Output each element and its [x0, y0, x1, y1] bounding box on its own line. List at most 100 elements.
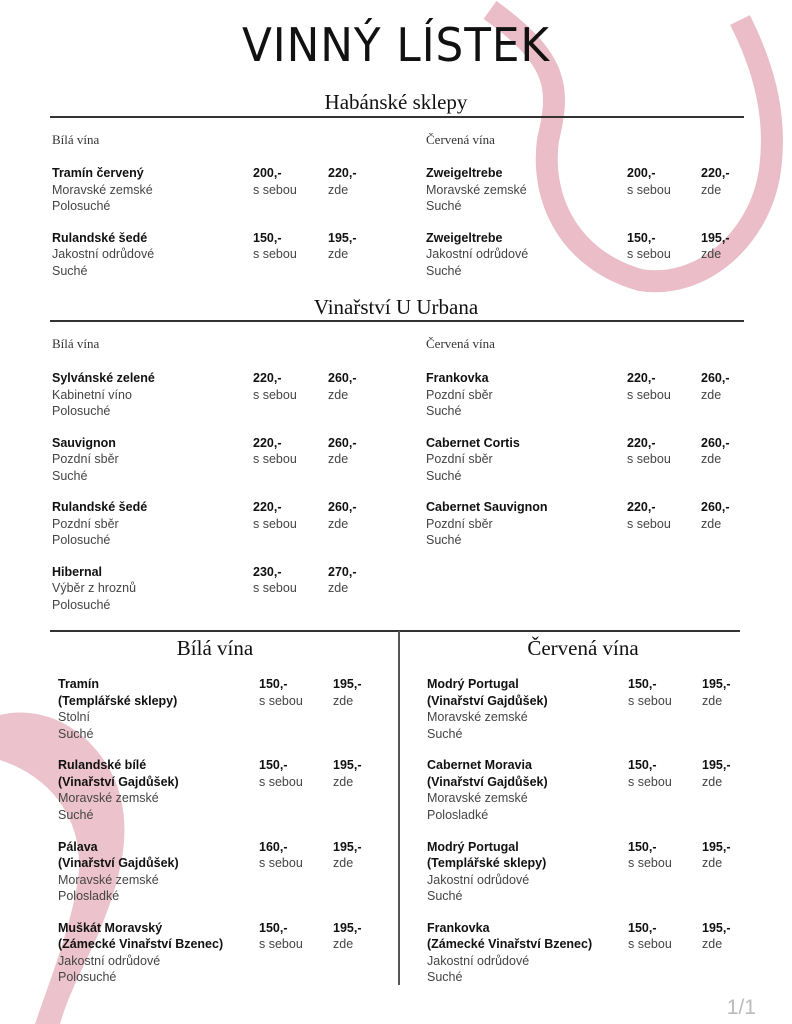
price-takeaway-label: s sebou	[259, 774, 303, 789]
wine-name: Tramín červený	[52, 166, 144, 180]
wine-name: Rulandské bílé	[58, 758, 147, 773]
wine-name: Sauvignon	[52, 435, 116, 450]
price-takeaway-label: s sebou	[253, 452, 297, 466]
price-here-label: zde	[701, 452, 722, 466]
price-takeaway: 220,-	[627, 371, 656, 385]
wine-detail: Polosladké	[58, 889, 120, 904]
price-takeaway-label: s sebou	[627, 452, 671, 466]
price-here: 260,-	[701, 371, 730, 385]
price-here-label: zde	[701, 247, 722, 261]
wine-detail: Jakostní odrůdové	[427, 872, 530, 887]
price-here: 220,-	[701, 166, 730, 180]
wine-detail: Polosuché	[52, 199, 111, 213]
wine-name: Cabernet Cortis	[426, 435, 520, 450]
price-here: 260,-	[328, 371, 357, 385]
wine-winery: (Zámecké Vinařství Bzenec)	[58, 937, 224, 952]
wine-ring-stain	[483, 1, 783, 293]
price-here-label: zde	[328, 387, 349, 402]
wine-detail: Výběr z hroznů	[52, 581, 137, 595]
price-here: 260,-	[701, 500, 730, 514]
price-takeaway-label: s sebou	[627, 182, 671, 197]
wine-detail: Jakostní odrůdové	[52, 247, 155, 261]
price-takeaway-label: s sebou	[627, 516, 671, 531]
wine-winery: (Vinařství Gajdůšek)	[58, 774, 179, 789]
wine-detail: Suché	[58, 807, 94, 822]
wine-detail: Polosuché	[52, 533, 111, 547]
price-takeaway: 150,-	[628, 758, 657, 773]
column-subheading: Bílá vína	[52, 336, 100, 351]
wine-detail: Suché	[426, 263, 462, 278]
wine-detail: Moravské zemské	[427, 791, 528, 806]
wine-detail: Polosladké	[427, 807, 489, 822]
price-takeaway: 150,-	[628, 920, 657, 935]
price-takeaway: 150,-	[259, 677, 288, 691]
wine-name: Frankovka	[426, 371, 489, 385]
wine-detail: Pozdní sběr	[52, 452, 119, 466]
wine-name: Tramín	[58, 677, 99, 691]
price-takeaway: 200,-	[253, 166, 282, 180]
price-here: 195,-	[702, 758, 731, 773]
price-takeaway: 150,-	[628, 839, 657, 854]
price-here-label: zde	[328, 452, 349, 466]
wine-detail: Moravské zemské	[58, 791, 159, 806]
wine-winery: (Vinařství Gajdůšek)	[427, 774, 548, 789]
price-takeaway-label: s sebou	[259, 693, 303, 708]
wine-detail: Pozdní sběr	[426, 516, 493, 531]
price-takeaway: 160,-	[259, 839, 288, 854]
price-takeaway: 150,-	[628, 677, 657, 691]
wine-winery: (Zámecké Vinařství Bzenec)	[427, 937, 593, 952]
wine-name: Zweigeltrebe	[426, 230, 503, 245]
wine-detail: Suché	[426, 533, 462, 547]
wine-detail: Jakostní odrůdové	[58, 953, 161, 968]
wine-name: Zweigeltrebe	[426, 166, 503, 180]
price-takeaway-label: s sebou	[253, 516, 297, 531]
column-heading: Bílá vína	[176, 636, 254, 660]
column-subheading: Červená vína	[426, 132, 495, 147]
wine-name: Modrý Portugal	[427, 839, 519, 854]
price-takeaway: 220,-	[627, 500, 656, 514]
wine-name: Modrý Portugal	[427, 677, 519, 691]
price-here-label: zde	[701, 387, 722, 402]
wine-detail: Moravské zemské	[427, 710, 528, 724]
column-divider	[398, 631, 400, 985]
column-subheading: Bílá vína	[52, 132, 100, 147]
price-takeaway-label: s sebou	[628, 693, 672, 708]
wine-name: Muškát Moravský	[58, 920, 163, 935]
wine-name: Hibernal	[52, 564, 103, 579]
price-here-label: zde	[701, 516, 722, 531]
price-here-label: zde	[328, 247, 349, 261]
price-here-label: zde	[328, 516, 349, 531]
price-takeaway-label: s sebou	[253, 387, 297, 402]
wine-detail: Suché	[52, 468, 88, 483]
price-here: 260,-	[328, 435, 357, 450]
price-takeaway-label: s sebou	[253, 247, 297, 261]
wine-detail: Suché	[426, 468, 462, 483]
price-here: 195,-	[701, 230, 730, 245]
wine-detail: Pozdní sběr	[426, 452, 493, 466]
price-here-label: zde	[333, 774, 354, 789]
price-takeaway: 220,-	[253, 500, 282, 514]
price-takeaway: 220,-	[253, 435, 282, 450]
wine-detail: Stolní	[58, 710, 90, 724]
wine-name: Rulandské šedé	[52, 230, 148, 245]
price-here: 220,-	[328, 166, 357, 180]
page-title: VINNÝ LÍSTEK	[241, 18, 551, 72]
wine-winery: (Vinařství Gajdůšek)	[427, 693, 548, 708]
price-here: 195,-	[328, 230, 357, 245]
price-takeaway: 150,-	[259, 920, 288, 935]
price-here-label: zde	[328, 581, 349, 595]
price-here-label: zde	[702, 856, 723, 871]
price-takeaway: 220,-	[253, 371, 282, 385]
section-divider	[50, 116, 744, 118]
wine-detail: Moravské zemské	[58, 872, 159, 887]
price-takeaway-label: s sebou	[628, 856, 672, 871]
wine-detail: Suché	[427, 970, 463, 985]
wine-detail: Suché	[52, 263, 88, 278]
wine-detail: Suché	[58, 726, 94, 741]
price-takeaway: 150,-	[253, 230, 282, 245]
price-takeaway: 150,-	[259, 758, 288, 773]
wine-detail: Polosuché	[52, 597, 111, 612]
price-takeaway-label: s sebou	[259, 856, 303, 871]
price-takeaway-label: s sebou	[628, 774, 672, 789]
